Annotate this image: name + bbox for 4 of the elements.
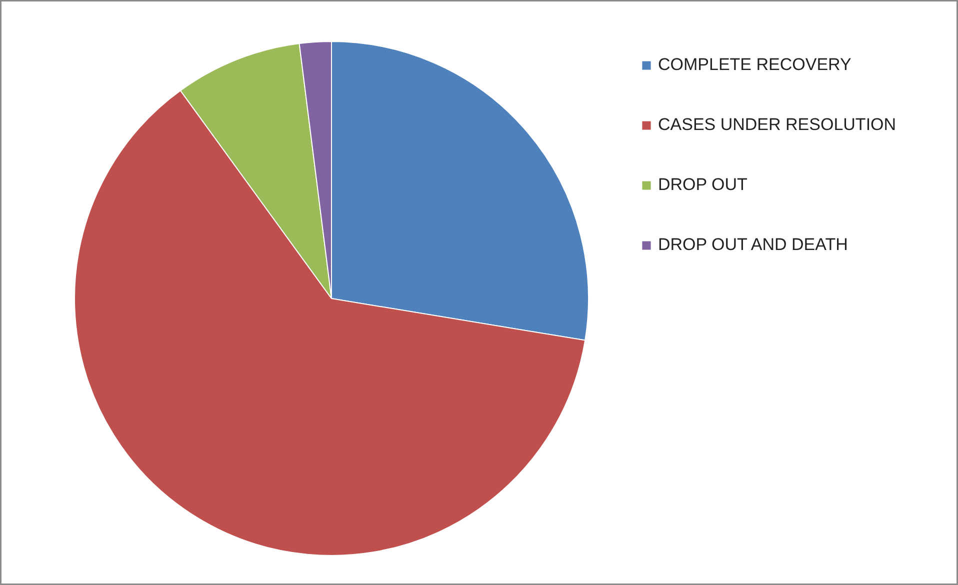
legend-label: DROP OUT xyxy=(658,175,748,195)
legend-label: DROP OUT AND DEATH xyxy=(658,235,848,255)
legend-label: CASES UNDER RESOLUTION xyxy=(658,115,896,135)
legend-label: COMPLETE RECOVERY xyxy=(658,55,852,75)
